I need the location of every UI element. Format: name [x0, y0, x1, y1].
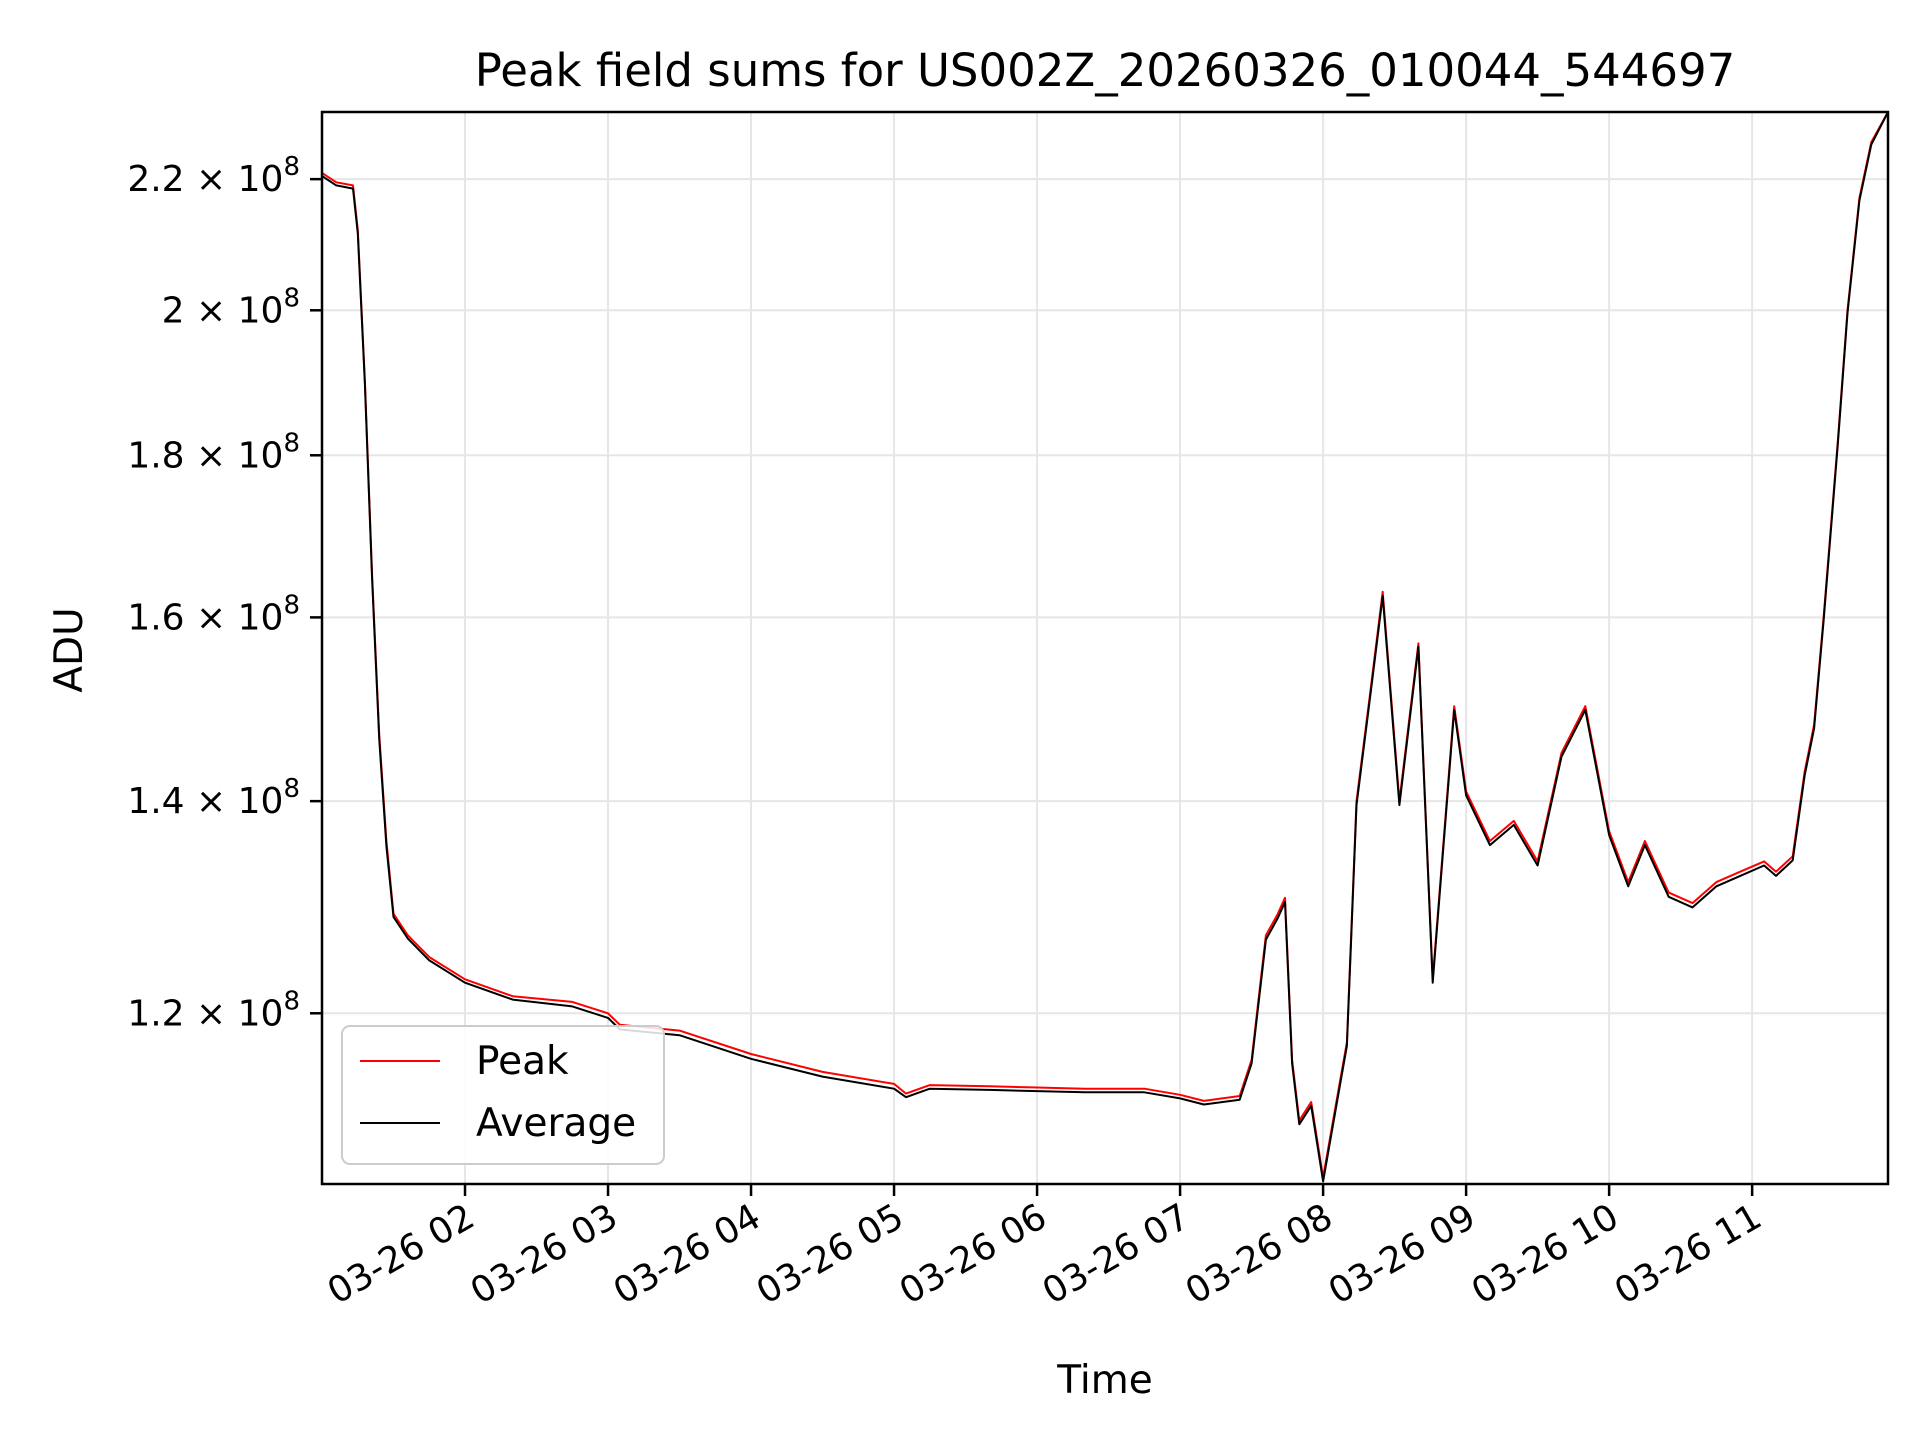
series-line-peak	[322, 112, 1888, 1179]
y-tick-label: 1.8 × 108	[127, 428, 300, 476]
y-tick-mantissa: 1.6	[127, 597, 184, 638]
y-tick-mantissa: 1.2	[127, 993, 184, 1034]
plot-frame	[320, 110, 1890, 1186]
y-tick-mantissa: 2	[162, 290, 185, 331]
legend: Peak Average	[341, 1025, 665, 1165]
x-axis-label: Time	[1056, 1358, 1152, 1403]
y-tick-label: 1.4 × 108	[127, 774, 300, 822]
y-tick-label: 1.2 × 108	[127, 986, 300, 1034]
y-tick-mantissa: 1.4	[127, 781, 184, 822]
y-tick-exponent: 8	[283, 283, 300, 313]
legend-label-average: Average	[476, 1101, 636, 1146]
y-tick-exponent: 8	[283, 986, 300, 1016]
legend-label-peak: Peak	[476, 1039, 569, 1084]
y-tick-exponent: 8	[283, 428, 300, 458]
grid	[322, 112, 1888, 1184]
y-tick-times: ×	[185, 993, 238, 1034]
y-tick-times: ×	[185, 159, 238, 200]
chart-title: Peak field sums for US002Z_20260326_0100…	[475, 44, 1736, 97]
y-tick-base: 10	[238, 781, 284, 822]
y-tick-times: ×	[185, 435, 238, 476]
y-tick-mantissa: 1.8	[127, 435, 184, 476]
y-tick-exponent: 8	[283, 152, 300, 182]
y-tick-times: ×	[185, 597, 238, 638]
y-tick-exponent: 8	[283, 590, 300, 620]
y-tick-base: 10	[238, 159, 284, 200]
y-tick-base: 10	[238, 597, 284, 638]
y-tick-label: 1.6 × 108	[127, 590, 300, 638]
y-tick-mantissa: 2.2	[127, 159, 184, 200]
y-tick-base: 10	[238, 290, 284, 331]
y-tick-base: 10	[238, 435, 284, 476]
y-tick-base: 10	[238, 993, 284, 1034]
y-tick-label: 2 × 108	[162, 283, 300, 331]
y-tick-times: ×	[185, 290, 238, 331]
series-lines	[322, 112, 1888, 1183]
y-axis-label: ADU	[47, 607, 92, 692]
y-tick-exponent: 8	[283, 774, 300, 804]
y-tick-times: ×	[185, 781, 238, 822]
series-line-average	[322, 112, 1888, 1183]
y-tick-label: 2.2 × 108	[127, 152, 300, 200]
